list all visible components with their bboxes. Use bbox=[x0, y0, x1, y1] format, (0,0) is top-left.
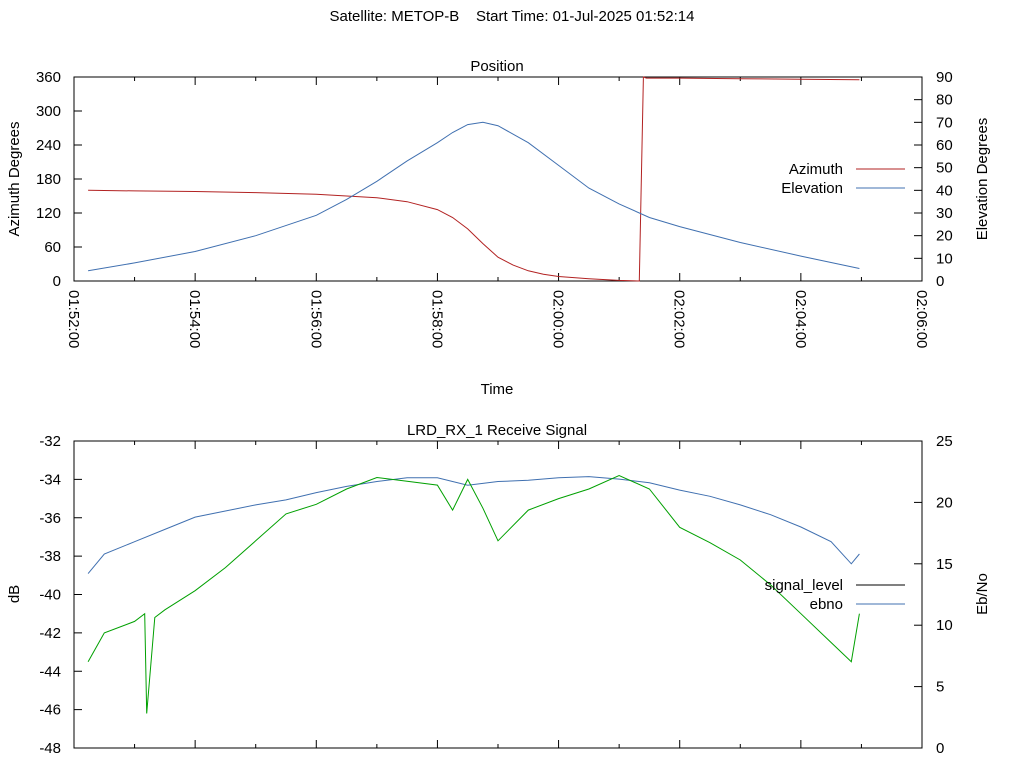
series-ebno-line bbox=[87, 476, 860, 574]
x-tick-label: 02:04:00 bbox=[792, 290, 809, 348]
y-tick-label: 60 bbox=[44, 239, 61, 256]
y-tick-label: 300 bbox=[36, 103, 61, 120]
series-azimuth-line bbox=[88, 76, 860, 282]
y2-tick-label: 60 bbox=[936, 137, 953, 154]
y-tick-label: -42 bbox=[39, 625, 61, 642]
y2-axis-label: Eb/No bbox=[974, 573, 991, 615]
y2-axis-label: Elevation Degrees bbox=[974, 118, 991, 241]
x-tick-label: 01:58:00 bbox=[428, 290, 445, 348]
y-axis-label: Azimuth Degrees bbox=[6, 121, 23, 236]
y-tick-label: -46 bbox=[39, 702, 61, 719]
y2-tick-label: 40 bbox=[936, 182, 953, 199]
y2-tick-label: 50 bbox=[936, 160, 953, 177]
y-tick-label: -38 bbox=[39, 548, 61, 565]
y-tick-label: 120 bbox=[36, 205, 61, 222]
y-tick-label: 240 bbox=[36, 137, 61, 154]
y-tick-label: -36 bbox=[39, 510, 61, 527]
position-chart: Position Time Azimuth Degrees Elevation … bbox=[6, 58, 991, 398]
y-tick-label: -40 bbox=[39, 587, 61, 604]
y-tick-label: -34 bbox=[39, 471, 61, 488]
y2-tick-label: 70 bbox=[936, 114, 953, 131]
y-tick-label: -44 bbox=[39, 663, 61, 680]
y-tick-label: 0 bbox=[53, 273, 61, 290]
y-tick-label: -48 bbox=[39, 740, 61, 757]
legend-label: Azimuth bbox=[789, 161, 843, 178]
series-elevation-line bbox=[88, 121, 860, 272]
chart-title: LRD_RX_1 Receive Signal bbox=[407, 422, 587, 439]
y2-tick-label: 10 bbox=[936, 617, 953, 634]
x-tick-label: 02:06:00 bbox=[913, 290, 930, 348]
plot-frame bbox=[73, 440, 923, 749]
y-tick-label: 180 bbox=[36, 171, 61, 188]
y2-tick-label: 80 bbox=[936, 92, 953, 109]
legend-label: signal_level bbox=[765, 577, 843, 594]
x-tick-label: 01:52:00 bbox=[65, 290, 82, 348]
y2-tick-label: 20 bbox=[936, 494, 953, 511]
page-title: Satellite: METOP-B Start Time: 01-Jul-20… bbox=[329, 8, 695, 25]
y2-tick-label: 20 bbox=[936, 228, 953, 245]
y2-tick-label: 15 bbox=[936, 556, 953, 573]
y-axis-label: dB bbox=[6, 585, 23, 603]
y2-tick-label: 25 bbox=[936, 433, 953, 450]
y2-tick-label: 5 bbox=[936, 679, 944, 696]
y2-tick-label: 0 bbox=[936, 740, 944, 757]
x-axis-label: Time bbox=[481, 381, 514, 398]
legend-label: ebno bbox=[810, 596, 843, 613]
legend-label: Elevation bbox=[781, 180, 843, 197]
y2-tick-label: 90 bbox=[936, 69, 953, 86]
x-tick-label: 02:02:00 bbox=[671, 290, 688, 348]
chart-title: Position bbox=[470, 58, 523, 75]
x-tick-label: 01:54:00 bbox=[186, 290, 203, 348]
x-tick-label: 01:56:00 bbox=[307, 290, 324, 348]
y-tick-label: -32 bbox=[39, 433, 61, 450]
y2-tick-label: 0 bbox=[936, 273, 944, 290]
y-tick-label: 360 bbox=[36, 69, 61, 86]
series-signal-level-green-trace-line bbox=[87, 474, 860, 714]
x-tick-label: 02:00:00 bbox=[550, 290, 567, 348]
y2-tick-label: 10 bbox=[936, 250, 953, 267]
y2-tick-label: 30 bbox=[936, 205, 953, 222]
